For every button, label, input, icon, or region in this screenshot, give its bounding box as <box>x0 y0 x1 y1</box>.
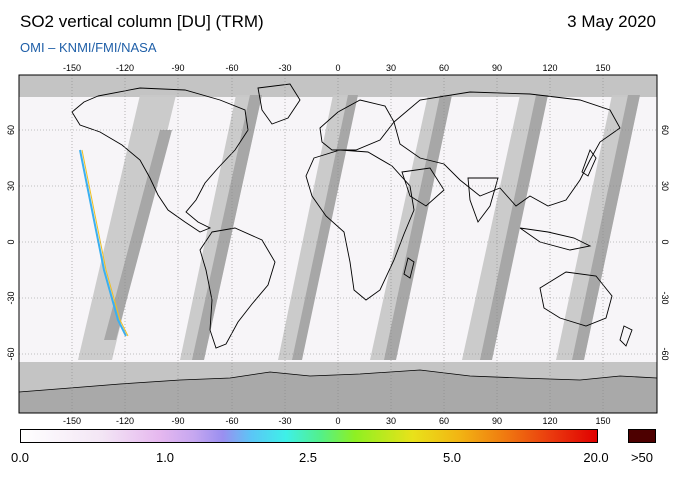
map-title: SO2 vertical column [DU] (TRM) <box>20 12 264 31</box>
australia <box>539 271 613 327</box>
map-credit: OMI – KNMI/FMI/NASA <box>20 40 157 55</box>
map-date: 3 May 2020 <box>567 12 656 31</box>
map-frame <box>18 74 658 414</box>
colorbar-tick: 5.0 <box>442 450 462 465</box>
lat-labels-right: 60 30 0 -30 -60 <box>660 125 670 361</box>
graticule <box>19 75 657 413</box>
lon-label: 120 <box>542 416 557 426</box>
colorbar <box>20 429 598 443</box>
lat-label: -30 <box>6 291 16 304</box>
lat-label: 0 <box>660 239 670 244</box>
arctic-no-data <box>19 75 657 97</box>
lon-label: -150 <box>63 63 81 73</box>
lon-label: 150 <box>595 63 610 73</box>
lon-label: 150 <box>595 416 610 426</box>
new-zealand <box>619 325 633 347</box>
lon-label: -30 <box>278 63 291 73</box>
lon-label: -60 <box>225 63 238 73</box>
lat-label: 30 <box>6 181 16 191</box>
lon-label: -120 <box>116 63 134 73</box>
lon-labels-top: -150 -120 -90 -60 -30 0 30 60 90 120 150 <box>63 63 611 73</box>
colorbar-tick: >50 <box>630 450 654 465</box>
lat-label: -60 <box>6 347 16 360</box>
lat-label: 60 <box>6 125 16 135</box>
so2-plume-trace <box>79 149 127 337</box>
lon-label: -90 <box>171 416 184 426</box>
lon-label: 0 <box>335 63 340 73</box>
lat-label: -30 <box>660 291 670 304</box>
lat-label: 30 <box>660 181 670 191</box>
lon-label: -60 <box>225 416 238 426</box>
india <box>467 177 499 223</box>
lat-label: 0 <box>6 239 16 244</box>
antarctica <box>19 369 657 413</box>
overlap-bands <box>104 95 640 360</box>
lon-label: -30 <box>278 416 291 426</box>
lat-label: 60 <box>660 125 670 135</box>
lat-labels-left: 60 30 0 -30 -60 <box>6 125 16 361</box>
madagascar <box>403 257 415 279</box>
colorbar-tick: 20.0 <box>583 450 609 465</box>
lon-label: 0 <box>335 416 340 426</box>
lon-label: 30 <box>386 63 396 73</box>
africa <box>305 149 415 301</box>
north-america <box>71 87 249 233</box>
colorbar-tick: 1.0 <box>155 450 175 465</box>
colorbar-overflow-swatch <box>628 429 656 443</box>
map-canvas <box>19 75 657 413</box>
lon-label: -90 <box>171 63 184 73</box>
asia <box>393 91 621 207</box>
greenland <box>257 83 301 125</box>
lat-label: -60 <box>660 347 670 360</box>
lon-label: 120 <box>542 63 557 73</box>
lon-label: -120 <box>116 416 134 426</box>
colorbar-tick: 2.5 <box>298 450 318 465</box>
lon-label: 60 <box>439 63 449 73</box>
so2-plume-high <box>81 149 129 337</box>
lon-label: -150 <box>63 416 81 426</box>
lon-label: 90 <box>492 63 502 73</box>
lon-label: 90 <box>492 416 502 426</box>
lon-labels-bottom: -150 -120 -90 -60 -30 0 30 60 90 120 150 <box>63 416 611 426</box>
japan <box>581 149 597 177</box>
lon-label: 60 <box>439 416 449 426</box>
colorbar-tick: 0.0 <box>10 450 30 465</box>
europe <box>319 99 395 151</box>
arabia <box>401 167 445 207</box>
lon-label: 30 <box>386 416 396 426</box>
indonesia <box>519 227 592 251</box>
